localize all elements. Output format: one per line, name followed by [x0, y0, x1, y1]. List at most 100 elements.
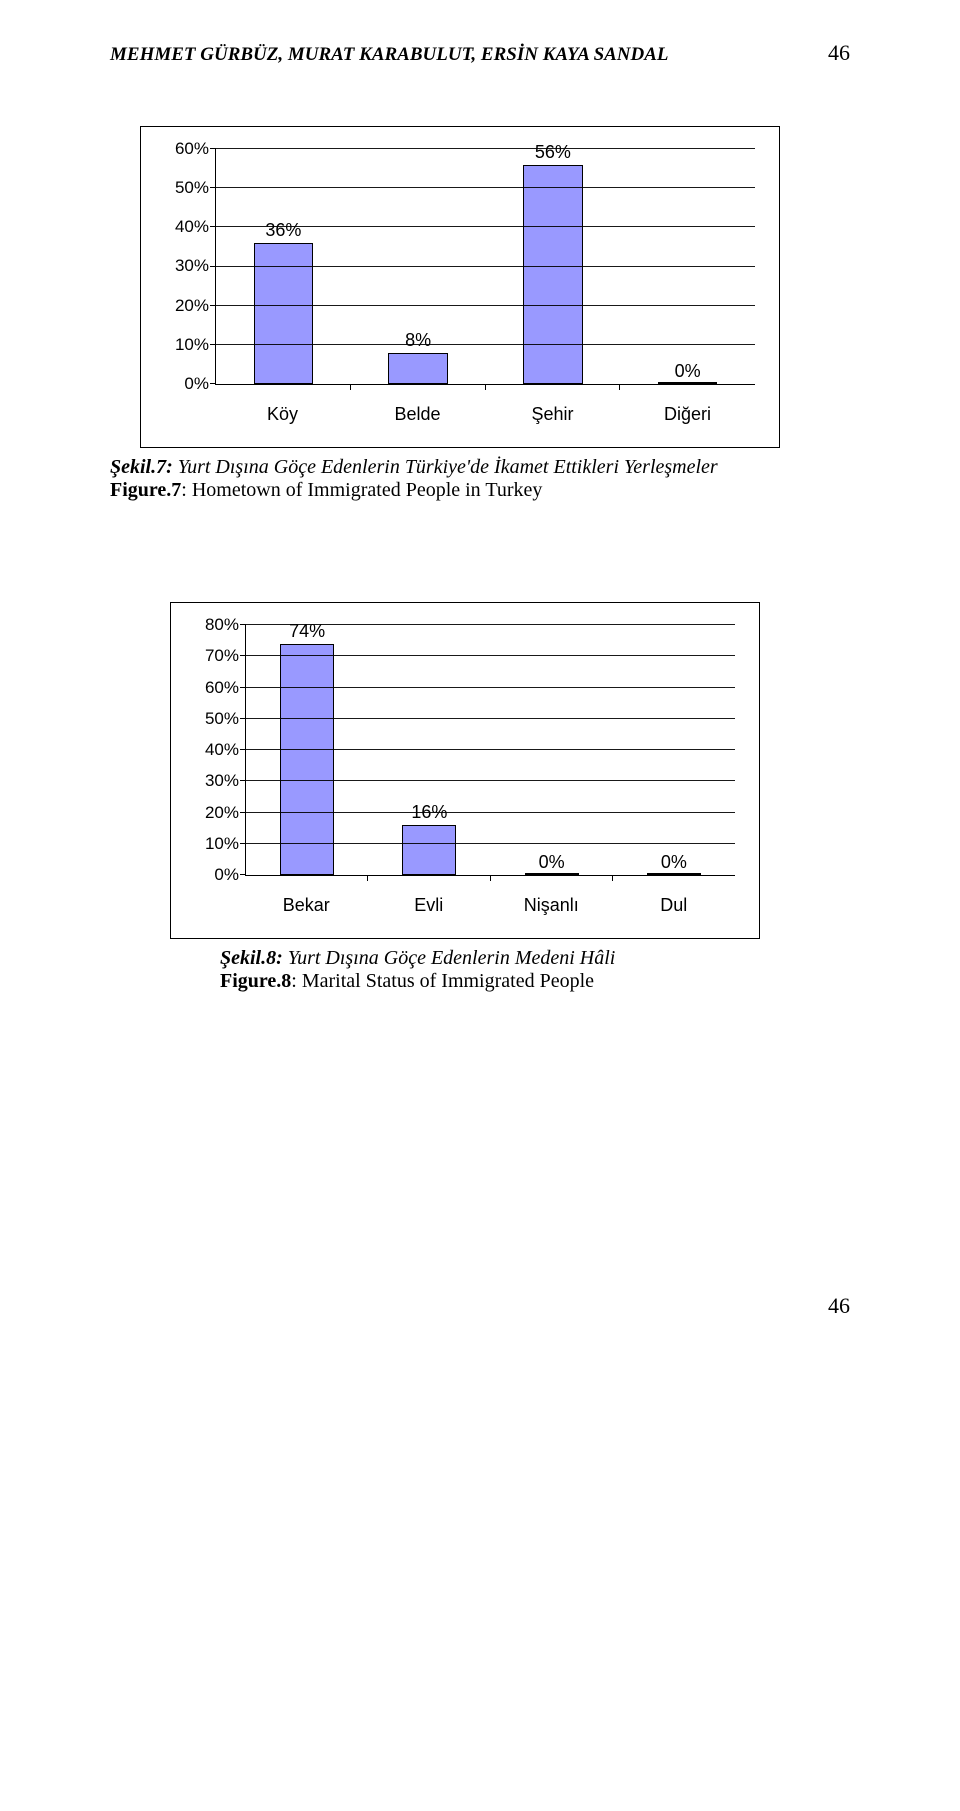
gridline [246, 843, 735, 844]
bar [388, 353, 447, 384]
bar-value-label: 0% [491, 852, 613, 873]
bar-value-label: 56% [486, 142, 621, 163]
xaxis-spacer [195, 885, 245, 916]
caption-marital-en-label: Figure.8 [220, 970, 291, 992]
ytick-mark [240, 749, 246, 750]
bar-slot: 56% [486, 149, 621, 384]
chart-marital-yaxis: 80%70%60%50%40%30%20%10%0% [195, 615, 245, 885]
bar-value-label: 0% [613, 852, 735, 873]
ytick-label: 70% [205, 646, 239, 666]
ytick-mark [210, 305, 216, 306]
bar [254, 243, 313, 384]
ytick-mark [240, 624, 246, 625]
chart-hometown: 60%50%40%30%20%10%0% 36%8%56%0% KöyBelde… [140, 126, 780, 448]
xaxis-spacer [165, 394, 215, 425]
gridline [216, 305, 755, 306]
ytick-mark [240, 812, 246, 813]
bar [523, 165, 582, 384]
running-header: MEHMET GÜRBÜZ, MURAT KARABULUT, ERSİN KA… [110, 40, 850, 66]
bar [525, 873, 579, 875]
chart-marital-xlabels: BekarEvliNişanlıDul [245, 885, 735, 916]
bar [658, 382, 717, 384]
chart-hometown-bars: 36% 8%56%0% [216, 149, 755, 384]
chart-hometown-plot: 36% 8%56%0% [215, 149, 755, 385]
chart-marital-bars: 74%16% 0%0% [246, 625, 735, 875]
caption-marital-tr-text: Yurt Dışına Göçe Edenlerin Medeni Hâli [283, 947, 616, 969]
ytick-label: 40% [175, 217, 209, 237]
caption-marital: Şekil.8: Yurt Dışına Göçe Edenlerin Mede… [220, 947, 850, 993]
bar [280, 644, 334, 875]
page: MEHMET GÜRBÜZ, MURAT KARABULUT, ERSİN KA… [0, 0, 960, 1379]
bar-slot: 16% [368, 625, 490, 875]
footer-page-number: 46 [110, 1293, 850, 1319]
gridline [246, 687, 735, 688]
chart-hometown-xlabels: KöyBeldeŞehirDiğeri [215, 394, 755, 425]
caption-hometown-tr-label: Şekil.7: [110, 456, 173, 478]
bar-slot: 36% [216, 149, 351, 384]
ytick-label: 20% [175, 296, 209, 316]
xtick-label: Bekar [245, 885, 368, 916]
ytick-mark [240, 874, 246, 875]
caption-hometown-en: Figure.7: Hometown of Immigrated People … [110, 479, 850, 502]
bar-slot: 8% [351, 149, 486, 384]
xtick-label: Dul [613, 885, 736, 916]
chart-marital-plot: 74%16% 0%0% [245, 625, 735, 876]
xtick-label: Evli [368, 885, 491, 916]
ytick-label: 0% [214, 865, 239, 885]
gridline [246, 624, 735, 625]
ytick-label: 30% [175, 256, 209, 276]
caption-hometown-tr: Şekil.7: Yurt Dışına Göçe Edenlerin Türk… [110, 456, 850, 479]
ytick-mark [210, 266, 216, 267]
ytick-mark [240, 843, 246, 844]
caption-marital-tr-label: Şekil.8: [220, 947, 283, 969]
bar [647, 873, 701, 875]
bar-value-label: 8% [351, 330, 486, 351]
ytick-label: 50% [175, 178, 209, 198]
gridline [216, 344, 755, 345]
ytick-label: 50% [205, 709, 239, 729]
caption-hometown-en-label: Figure.7 [110, 479, 181, 501]
ytick-mark [240, 655, 246, 656]
chart-marital-xaxis: BekarEvliNişanlıDul [195, 885, 735, 916]
xtick-label: Diğeri [620, 394, 755, 425]
bar-slot: 0% [491, 625, 613, 875]
bar-value-label: 16% [368, 802, 490, 823]
chart-hometown-yaxis: 60% 50% 40% 30% 20% 10% 0% [165, 139, 215, 394]
bar-slot: 0% [620, 149, 755, 384]
ytick-label: 30% [205, 771, 239, 791]
ytick-mark [240, 780, 246, 781]
gridline [216, 226, 755, 227]
ytick-label: 20% [205, 803, 239, 823]
bar [402, 825, 456, 875]
ytick-mark [210, 383, 216, 384]
xtick-label: Şehir [485, 394, 620, 425]
ytick-mark [210, 187, 216, 188]
ytick-mark [240, 687, 246, 688]
ytick-mark [210, 344, 216, 345]
gridline [246, 655, 735, 656]
header-authors: MEHMET GÜRBÜZ, MURAT KARABULUT, ERSİN KA… [110, 44, 669, 66]
header-page-number: 46 [828, 40, 850, 66]
ytick-label: 0% [184, 374, 209, 394]
bar-value-label: 36% [216, 220, 351, 241]
ytick-label: 80% [205, 615, 239, 635]
xtick-label: Köy [215, 394, 350, 425]
chart-marital: 80%70%60%50%40%30%20%10%0% 74%16%0%0% Be… [170, 602, 760, 939]
bar-slot: 74% [246, 625, 368, 875]
ytick-label: 60% [175, 139, 209, 159]
chart-marital-plotwrap: 80%70%60%50%40%30%20%10%0% 74%16%0%0% [195, 625, 735, 885]
gridline [246, 812, 735, 813]
ytick-label: 60% [205, 678, 239, 698]
gridline [216, 187, 755, 188]
bar-slot: 0% [613, 625, 735, 875]
caption-marital-en-text: : Marital Status of Immigrated People [291, 970, 594, 992]
ytick-mark [210, 226, 216, 227]
ytick-label: 10% [175, 335, 209, 355]
caption-hometown-en-text: : Hometown of Immigrated People in Turke… [181, 479, 542, 501]
bar-value-label: 0% [620, 361, 755, 382]
caption-hometown: Şekil.7: Yurt Dışına Göçe Edenlerin Türk… [110, 456, 850, 502]
xtick-label: Nişanlı [490, 885, 613, 916]
gridline [246, 749, 735, 750]
gridline [216, 148, 755, 149]
gridline [246, 718, 735, 719]
